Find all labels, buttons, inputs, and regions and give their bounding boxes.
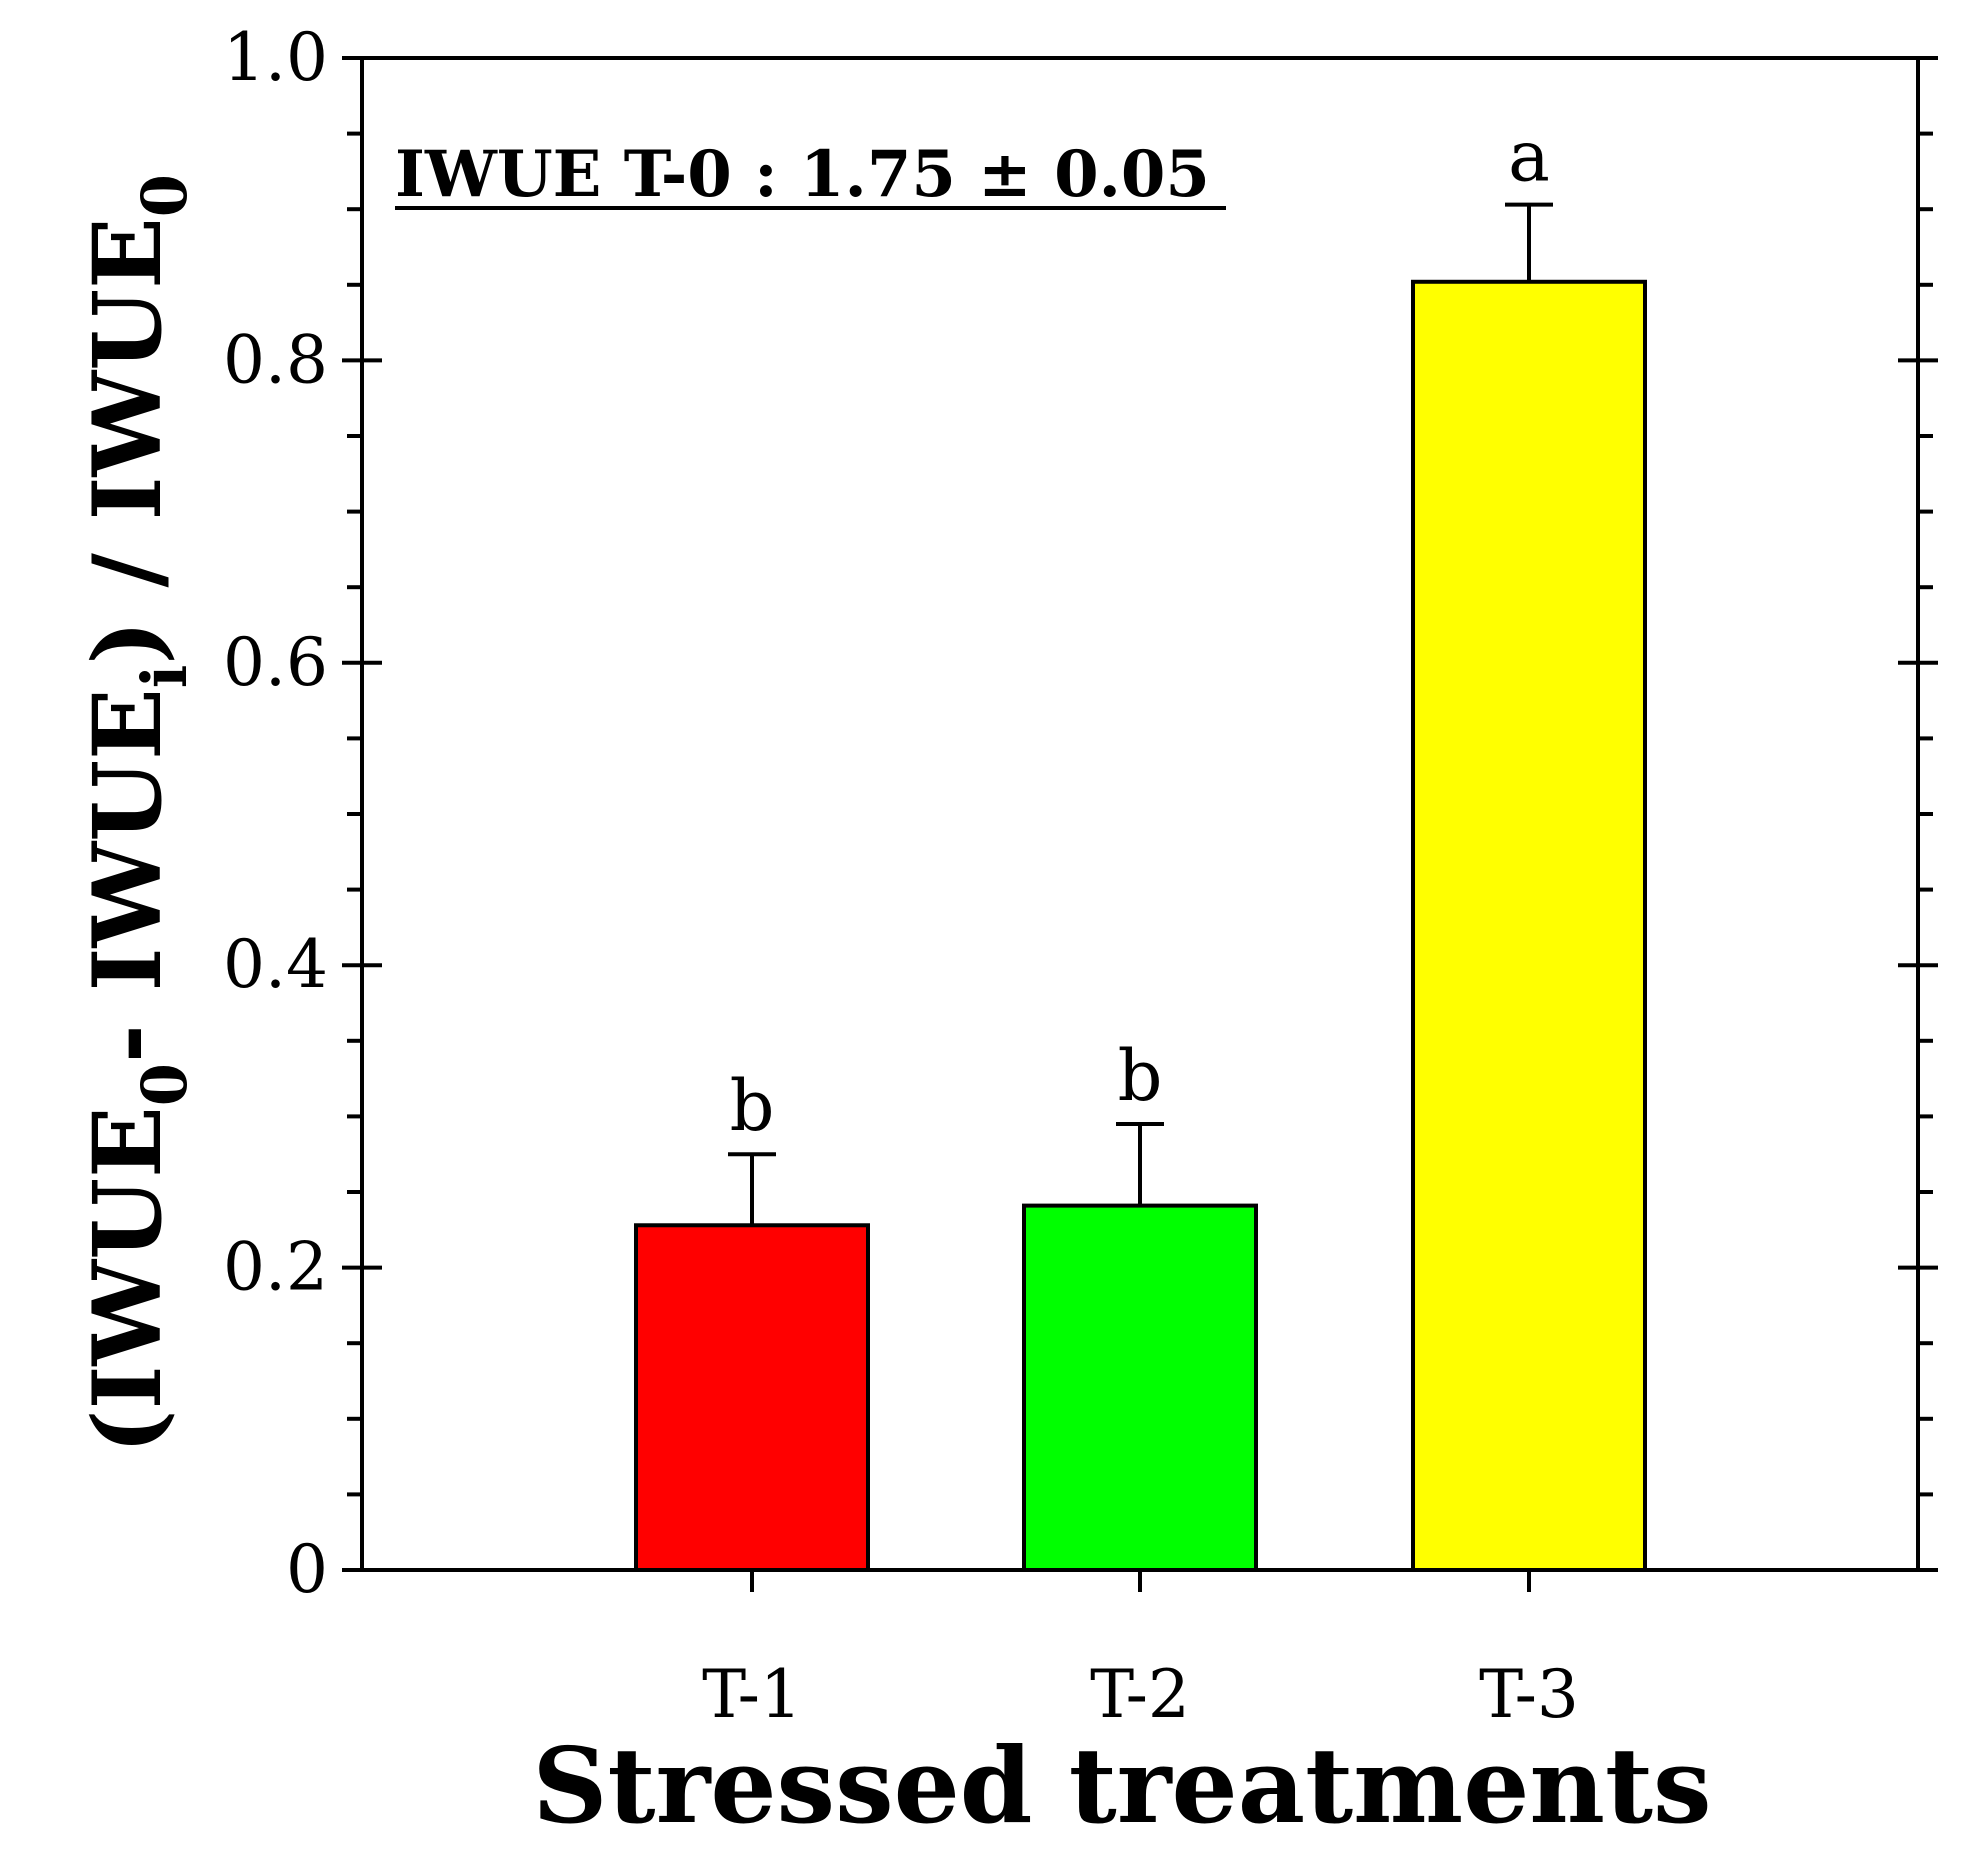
- y-tick-label: 0.4: [223, 926, 328, 1003]
- y-tick-label: 0.8: [223, 321, 328, 398]
- y-tick-label: 0.2: [223, 1229, 328, 1306]
- bar-t-1: [634, 1223, 870, 1573]
- bar-t-3: [1411, 279, 1647, 1572]
- significance-label: b: [730, 1065, 775, 1147]
- y-axis-label: (IWUE0- IWUEi) / IWUE0: [73, 174, 201, 1454]
- y-label-sub-0b: 0: [128, 174, 201, 217]
- y-tick-labels: 0 0.2 0.4 0.6 0.8 1.0: [223, 19, 328, 1608]
- x-tick-label: T-3: [1479, 1656, 1579, 1733]
- bars: b T-1 b T-2 a T-3: [634, 116, 1647, 1733]
- x-tick-label: T-1: [702, 1656, 802, 1733]
- y-tick-label: 1.0: [223, 19, 328, 96]
- significance-label: a: [1508, 116, 1550, 198]
- y-label-minus: - IWUE: [73, 688, 183, 1063]
- y-tick-label: 0: [286, 1531, 328, 1608]
- bar-t-2: [1022, 1203, 1258, 1573]
- y-label-open: (IWUE: [73, 1106, 183, 1454]
- y-tick-label: 0.6: [223, 624, 328, 701]
- x-axis-label: Stressed treatments: [532, 1724, 1711, 1847]
- y-label-close: ) / IWUE: [73, 217, 183, 664]
- axis-ticks: [342, 56, 1938, 1592]
- x-tick-label: T-2: [1090, 1656, 1190, 1733]
- iwue-t0-annotation: IWUE T-0 : 1.75 ± 0.05: [395, 137, 1210, 212]
- significance-label: b: [1118, 1035, 1163, 1117]
- y-label-sub-i: i: [128, 665, 201, 689]
- y-label-sub-0: 0: [128, 1063, 201, 1106]
